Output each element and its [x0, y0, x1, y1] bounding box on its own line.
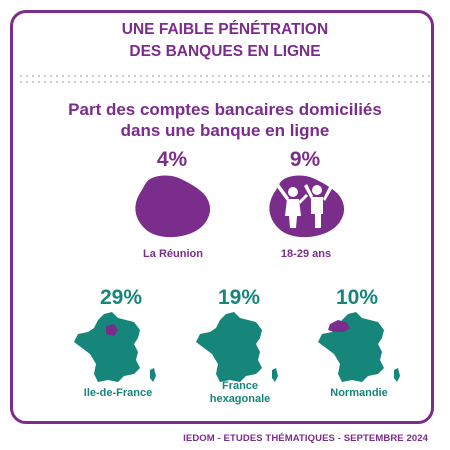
stat-normandie-value: 10%: [335, 286, 379, 309]
stat-france-label-line-1: France: [221, 380, 259, 392]
subtitle-line-2: dans une banque en ligne: [120, 121, 330, 140]
page-title: UNE FAIBLE PÉNÉTRATION DES BANQUES EN LI…: [0, 19, 450, 63]
stat-idf-label: Ile-de-France: [83, 387, 153, 399]
dotted-divider: [18, 73, 432, 85]
reunion-island-icon: [135, 175, 211, 238]
france-map-icon: [74, 312, 156, 382]
france-map-icon: [318, 312, 400, 382]
stat-reunion-label: La Réunion: [143, 248, 203, 260]
stat-france-label: France hexagonale: [180, 380, 300, 406]
stat-reunion-value: 4%: [156, 148, 188, 171]
france-map-icon: [196, 312, 278, 382]
subtitle: Part des comptes bancaires domiciliés da…: [0, 99, 450, 141]
title-line-2: DES BANQUES EN LIGNE: [129, 43, 321, 60]
stat-idf-value: 29%: [99, 286, 143, 309]
footer-credit: IEDOM - ETUDES THÉMATIQUES - SEPTEMBRE 2…: [183, 433, 428, 444]
card-frame: [10, 10, 434, 424]
title-line-1: UNE FAIBLE PÉNÉTRATION: [121, 21, 329, 38]
stat-youth-value: 9%: [289, 148, 321, 171]
stat-normandie-label: Normandie: [330, 387, 388, 399]
stat-france-label-line-2: hexagonale: [209, 393, 271, 405]
stat-youth-label: 18-29 ans: [280, 248, 332, 260]
youth-people-icon: [269, 175, 345, 238]
stat-france-value: 19%: [217, 286, 261, 309]
subtitle-line-1: Part des comptes bancaires domiciliés: [68, 100, 382, 119]
